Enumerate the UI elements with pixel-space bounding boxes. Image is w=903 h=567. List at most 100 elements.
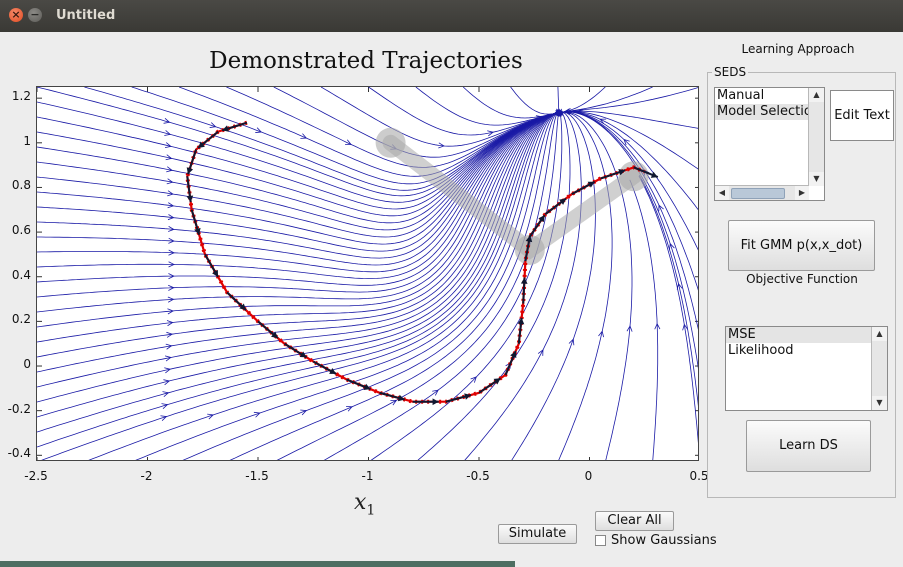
stream-arrow xyxy=(253,411,261,418)
stream-arrow xyxy=(168,273,175,280)
y-tick-label: 0 xyxy=(23,357,31,372)
y-tick-label: 0.2 xyxy=(11,312,31,327)
stream-arrow xyxy=(165,343,173,350)
minimize-window-button[interactable]: − xyxy=(28,8,42,22)
learn-ds-button[interactable]: Learn DS xyxy=(746,420,871,472)
stream-arrow xyxy=(168,261,175,268)
plot-axes[interactable] xyxy=(36,86,699,461)
stream-arrow xyxy=(537,349,544,356)
scroll-thumb[interactable] xyxy=(731,188,785,199)
stream-arrow xyxy=(623,138,630,146)
clear-all-button[interactable]: Clear All xyxy=(595,511,674,531)
stream-arrow xyxy=(168,284,175,291)
stream-arrow xyxy=(682,323,689,331)
simulate-button[interactable]: Simulate xyxy=(498,524,577,544)
y-tick-label: -0.4 xyxy=(7,446,31,461)
fit-gmm-button[interactable]: Fit GMM p(x,x_dot) xyxy=(728,220,875,271)
stream-arrow xyxy=(658,204,664,212)
list-item[interactable]: Manual xyxy=(717,88,765,103)
stream-arrow xyxy=(165,154,173,161)
velocity-arrowhead xyxy=(194,227,201,235)
stream-arrow xyxy=(164,142,172,149)
velocity-arrowhead xyxy=(559,198,567,205)
y-tick-label: -0.2 xyxy=(7,401,31,416)
seds-group-box xyxy=(707,72,896,498)
x-tick-label: 0.5 xyxy=(689,469,709,483)
stream-arrow xyxy=(209,122,217,128)
y-tick-label: 1.2 xyxy=(11,89,31,104)
stream-arrow xyxy=(164,355,172,362)
scroll-up-icon[interactable]: ▲ xyxy=(872,327,887,341)
streamline xyxy=(556,87,698,116)
streamline xyxy=(84,87,561,191)
scroll-down-icon[interactable]: ▼ xyxy=(872,396,887,410)
velocity-arrowhead xyxy=(432,398,439,406)
velocity-arrowhead xyxy=(197,141,205,148)
horizontal-scrollbar[interactable]: ◀ ▶ xyxy=(715,185,809,200)
scroll-up-icon[interactable]: ▲ xyxy=(809,88,824,102)
vertical-scrollbar[interactable]: ▲ ▼ xyxy=(871,327,887,410)
y-tick-label: 0.8 xyxy=(11,178,31,193)
close-window-button[interactable]: × xyxy=(9,8,23,22)
velocity-arrowhead xyxy=(271,331,278,339)
streamline xyxy=(556,110,698,369)
streamline xyxy=(37,109,563,245)
stream-arrow xyxy=(300,133,308,139)
vertical-scrollbar[interactable]: ▲ ▼ xyxy=(808,88,824,186)
show-gaussians-checkbox[interactable] xyxy=(595,535,606,546)
streamline xyxy=(37,110,560,217)
title-bar[interactable]: × − Untitled xyxy=(0,0,903,32)
x-tick-label: -0.5 xyxy=(466,469,490,483)
stream-arrow xyxy=(300,409,308,416)
velocity-arrowhead xyxy=(587,181,595,188)
stream-arrow xyxy=(167,190,174,197)
stream-arrow xyxy=(346,406,353,412)
plot-title: Demonstrated Trajectories xyxy=(209,48,523,74)
velocity-arrowhead xyxy=(363,383,371,390)
minimize-icon: − xyxy=(30,8,40,21)
velocity-arrowhead xyxy=(618,169,626,176)
list-item[interactable]: Model Selection xyxy=(715,104,824,120)
stream-arrow xyxy=(598,330,604,338)
scroll-right-icon[interactable]: ▶ xyxy=(795,186,809,200)
stream-arrow xyxy=(535,115,543,122)
streamline xyxy=(558,109,633,460)
window-title: Untitled xyxy=(56,8,116,23)
velocity-arrowhead xyxy=(538,215,545,223)
velocity-arrowhead xyxy=(525,235,533,243)
list-item[interactable]: MSE xyxy=(726,327,887,343)
streamline xyxy=(37,110,563,266)
velocity-arrowhead xyxy=(650,171,658,178)
list-item[interactable]: Likelihood xyxy=(728,343,794,358)
velocity-arrowhead xyxy=(493,378,501,385)
streamline xyxy=(462,87,561,119)
stream-arrow xyxy=(167,296,175,303)
scroll-down-icon[interactable]: ▼ xyxy=(809,172,824,186)
edit-text-field[interactable]: Edit Text xyxy=(830,90,894,141)
stream-arrow xyxy=(168,237,175,244)
streamline xyxy=(638,175,698,444)
stream-arrow xyxy=(390,399,398,406)
scroll-left-icon[interactable]: ◀ xyxy=(715,186,729,200)
stream-arrow xyxy=(599,118,607,125)
velocity-arrowhead xyxy=(397,394,405,402)
y-tick-label: 0.6 xyxy=(11,223,31,238)
streamline xyxy=(638,174,698,407)
streamline xyxy=(555,110,698,129)
close-icon: × xyxy=(11,8,21,21)
objective-listbox[interactable]: MSE Likelihood ▲ ▼ xyxy=(725,326,888,411)
stream-arrow xyxy=(166,178,174,185)
method-listbox[interactable]: Manual Model Selection ▲ ▼ ◀ ▶ xyxy=(714,87,825,201)
velocity-arrowhead xyxy=(239,303,247,311)
stream-arrow xyxy=(162,391,170,397)
streamline xyxy=(629,179,659,460)
objective-function-label: Objective Function xyxy=(746,272,858,286)
x-tick-label: 0 xyxy=(584,469,593,483)
x-tick-label: -2 xyxy=(140,469,153,483)
stream-arrow xyxy=(166,320,174,327)
streamline xyxy=(37,110,563,280)
stream-arrow xyxy=(168,249,175,256)
velocity-arrowhead xyxy=(212,269,219,277)
streamline xyxy=(37,109,563,298)
